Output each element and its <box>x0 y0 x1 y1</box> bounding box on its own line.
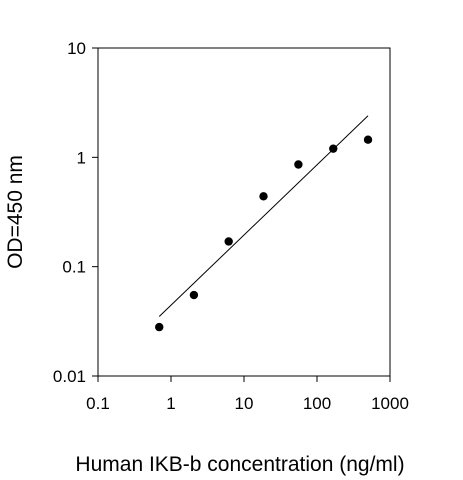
data-point <box>294 160 303 169</box>
data-point <box>224 237 233 246</box>
data-point <box>189 290 199 300</box>
x-tick-label: 1000 <box>371 394 409 413</box>
fit-line <box>158 115 369 317</box>
x-tick-label: 1 <box>166 394 175 413</box>
y-tick-label: 10 <box>67 39 86 58</box>
y-tick-label: 1 <box>77 148 86 167</box>
x-tick-label: 0.1 <box>86 394 110 413</box>
x-tick-label: 10 <box>235 394 254 413</box>
y-tick-label: 0.1 <box>62 258 86 277</box>
data-point <box>363 135 373 144</box>
fit-line-layer <box>158 115 369 317</box>
data-point <box>155 322 164 332</box>
x-axis-ticks: 0.1 1 10 100 1000 <box>86 376 409 413</box>
y-axis-title: OD=450 nm <box>4 155 27 269</box>
plot-frame <box>97 47 391 377</box>
data-points <box>155 135 373 332</box>
data-point <box>329 144 338 153</box>
y-axis-ticks: 0.01 0.1 1 10 <box>53 39 98 386</box>
x-axis-title: Human IKB-b concentration (ng/ml) <box>75 453 404 476</box>
x-tick-label: 100 <box>303 394 331 413</box>
plot-area <box>97 47 391 377</box>
y-tick-label: 0.01 <box>53 367 86 386</box>
data-point <box>259 192 268 201</box>
